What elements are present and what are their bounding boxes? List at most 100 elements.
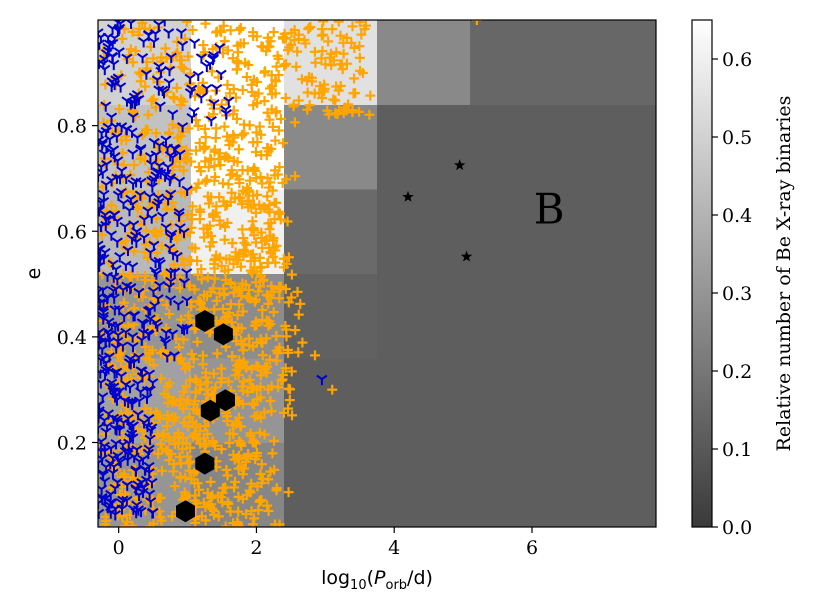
plus-point [169,481,180,492]
plus-point [233,491,244,502]
plus-point [255,370,266,381]
plus-point [256,495,267,506]
plus-point [200,156,211,167]
plus-point [181,144,192,155]
plus-point [164,308,175,319]
plus-point [348,88,359,99]
tri-point [163,65,176,77]
y-tick-label: 0.6 [57,221,87,243]
plus-point [246,381,257,392]
plus-point [157,431,168,442]
plus-point [129,160,140,171]
hexagon-marker [195,310,215,332]
tri-point [124,382,136,394]
plus-point [244,120,255,131]
plus-point [144,348,155,359]
tri-point [160,222,172,234]
plus-point [238,38,249,49]
plus-point [259,407,270,418]
tri-point [184,73,196,85]
plus-point [359,23,370,34]
tri-point [131,133,144,144]
tri-point [108,210,120,221]
plus-point [263,320,274,331]
heatmap-cell [470,442,656,527]
plus-point [205,241,216,252]
plus-point [201,223,212,234]
plus-point [152,429,163,440]
plus-point [266,381,277,392]
plus-point [310,350,320,361]
plus-point [168,92,179,103]
plus-point [254,121,265,132]
plus-point [178,358,189,369]
tri-point [111,414,123,426]
plus-point [209,304,220,315]
plus-point [129,246,140,257]
plus-point [241,239,252,250]
tri-point [164,243,176,254]
tri-point [152,294,164,305]
tri-point [173,211,185,222]
plus-point [114,104,125,115]
plus-point [164,127,175,138]
tri-point [130,507,142,519]
plus-point [248,341,259,352]
tri-point [154,101,166,112]
tri-point [135,143,147,155]
plus-point [279,60,290,71]
tri-point [110,438,122,450]
plus-point [224,135,235,146]
plus-point [236,290,247,301]
plus-point [211,295,222,306]
plus-point [243,333,254,344]
plus-point [257,314,268,325]
plus-point [286,366,297,377]
plus-point [140,155,151,166]
tri-point [157,85,169,96]
plus-point [218,20,229,31]
plus-point [283,403,294,414]
plus-point [278,262,289,273]
x-axis-ticks: 0 2 4 6 [113,527,538,559]
plus-point [195,166,206,177]
plus-point [187,25,198,36]
tri-point [148,240,160,251]
x-tick-label: 6 [526,537,538,559]
tri-point [98,441,110,452]
plus-point [248,199,259,210]
tri-point [114,252,126,263]
plus-point [289,117,300,128]
plus-point [129,303,140,314]
plus-point [193,295,204,306]
plus-point [220,312,231,323]
tri-point [99,476,111,488]
plus-point [233,144,244,155]
tri-point [165,52,177,63]
tri-point [145,497,157,508]
plus-point [295,298,306,309]
tri-point [160,328,172,339]
plus-point [198,143,209,154]
plus-point [144,202,155,213]
tri-point [175,28,187,39]
plus-point [172,36,183,47]
tri-point [115,371,127,382]
plus-point [292,286,303,297]
tri-point [177,40,189,51]
plus-point [203,162,214,173]
plus-point [222,470,233,481]
highlight-markers [176,159,473,523]
plus-point [293,309,304,320]
tri-point [127,112,139,123]
plus-point [232,310,243,321]
plus-point [164,435,175,446]
plus-point [323,109,334,120]
plus-point [280,363,291,374]
plus-point [265,396,276,407]
plus-point [256,459,267,470]
plus-point [254,252,265,263]
colorbar-tick-label: 0.0 [722,517,752,539]
plus-point [171,82,182,93]
plus-point [237,85,248,96]
